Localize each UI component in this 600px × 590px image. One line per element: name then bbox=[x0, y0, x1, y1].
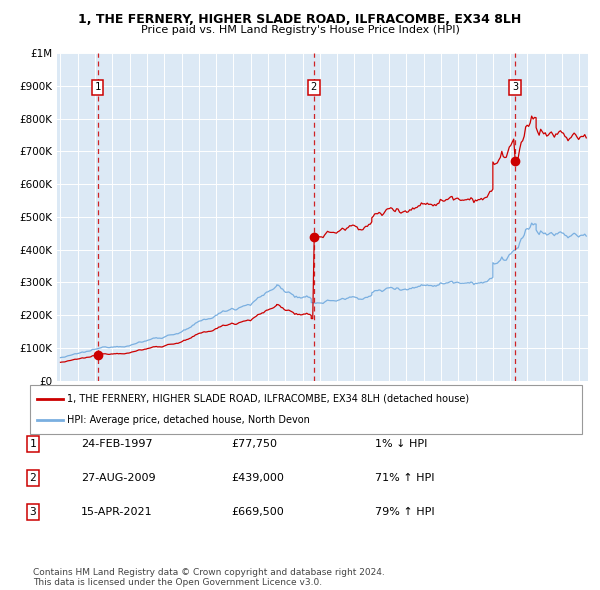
Text: 1: 1 bbox=[95, 83, 101, 93]
Text: 3: 3 bbox=[512, 83, 518, 93]
Text: £439,000: £439,000 bbox=[231, 473, 284, 483]
Text: 15-APR-2021: 15-APR-2021 bbox=[81, 507, 152, 517]
Text: Price paid vs. HM Land Registry's House Price Index (HPI): Price paid vs. HM Land Registry's House … bbox=[140, 25, 460, 35]
Text: 1, THE FERNERY, HIGHER SLADE ROAD, ILFRACOMBE, EX34 8LH (detached house): 1, THE FERNERY, HIGHER SLADE ROAD, ILFRA… bbox=[67, 394, 469, 404]
Text: 2: 2 bbox=[311, 83, 317, 93]
Text: 2: 2 bbox=[29, 473, 37, 483]
Text: 3: 3 bbox=[29, 507, 37, 517]
Text: 1% ↓ HPI: 1% ↓ HPI bbox=[375, 439, 427, 448]
Text: 27-AUG-2009: 27-AUG-2009 bbox=[81, 473, 155, 483]
Text: 71% ↑ HPI: 71% ↑ HPI bbox=[375, 473, 434, 483]
Text: 1: 1 bbox=[29, 439, 37, 448]
Text: HPI: Average price, detached house, North Devon: HPI: Average price, detached house, Nort… bbox=[67, 415, 310, 425]
Text: £77,750: £77,750 bbox=[231, 439, 277, 448]
Text: £669,500: £669,500 bbox=[231, 507, 284, 517]
Text: 24-FEB-1997: 24-FEB-1997 bbox=[81, 439, 152, 448]
Text: 1, THE FERNERY, HIGHER SLADE ROAD, ILFRACOMBE, EX34 8LH: 1, THE FERNERY, HIGHER SLADE ROAD, ILFRA… bbox=[79, 13, 521, 26]
Text: Contains HM Land Registry data © Crown copyright and database right 2024.
This d: Contains HM Land Registry data © Crown c… bbox=[33, 568, 385, 587]
Text: 79% ↑ HPI: 79% ↑ HPI bbox=[375, 507, 434, 517]
